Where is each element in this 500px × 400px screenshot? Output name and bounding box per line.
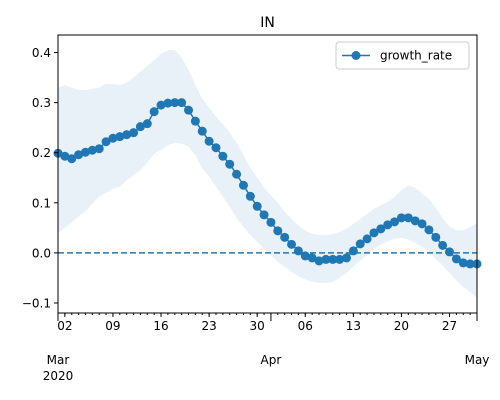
y-tick-label: −0.1 [22, 296, 51, 310]
data-point [314, 256, 324, 266]
x-month-tick-label: Mar [47, 353, 70, 367]
data-point [410, 216, 420, 226]
x-month-tick-label: Apr [261, 353, 282, 367]
data-point [115, 132, 125, 142]
data-point [259, 210, 269, 220]
x-week-tick-label: 06 [298, 319, 313, 333]
data-point [190, 116, 200, 126]
y-tick-label: 0.4 [32, 46, 51, 60]
growth-rate-markers [53, 98, 482, 269]
data-point [122, 130, 132, 140]
x-week-tick-label: 23 [201, 319, 216, 333]
data-point [355, 239, 365, 249]
y-tick-label: 0.0 [32, 246, 51, 260]
x-month-tick-label: 2020 [43, 369, 74, 383]
x-week-tick-label: 16 [153, 319, 168, 333]
data-point [445, 247, 455, 257]
data-point [245, 191, 255, 201]
data-point [232, 169, 242, 179]
data-point [156, 100, 166, 110]
legend-marker-swatch [351, 51, 361, 60]
data-point [163, 98, 173, 108]
x-month-tick-label: May [465, 353, 490, 367]
data-point [417, 219, 427, 229]
data-point [390, 217, 400, 227]
chart-title: IN [260, 15, 275, 31]
data-point [170, 98, 180, 108]
data-point [87, 145, 97, 155]
data-point [252, 201, 262, 211]
data-point [362, 234, 372, 244]
data-point [74, 150, 84, 160]
data-point [177, 98, 187, 108]
legend: growth_rate [335, 41, 470, 70]
plot-area [53, 50, 482, 298]
data-point [403, 213, 413, 223]
data-point [431, 232, 441, 242]
x-week-tick-label: 27 [442, 319, 457, 333]
data-point [287, 239, 297, 249]
data-point [383, 220, 393, 230]
data-point [273, 226, 283, 236]
data-point [376, 224, 386, 234]
plot-frame [57, 34, 478, 314]
x-axis: 02 09 16 23 30 06 13 20 27 Mar 2020 Apr May [43, 313, 490, 383]
x-week-tick-label: 09 [105, 319, 120, 333]
data-point [300, 251, 310, 261]
data-point [108, 133, 118, 143]
data-point [197, 126, 207, 136]
data-point [307, 253, 317, 263]
data-point [396, 213, 406, 223]
y-axis: −0.1 0.0 0.1 0.2 0.3 0.4 [22, 46, 58, 310]
legend-box [335, 41, 470, 70]
x-week-tick-label: 02 [57, 319, 72, 333]
data-point [142, 119, 152, 129]
data-point [149, 107, 159, 117]
data-point [225, 159, 235, 169]
data-point [328, 254, 338, 264]
legend-label-growth-rate: growth_rate [380, 49, 452, 63]
data-point [451, 254, 461, 264]
data-point [94, 144, 104, 154]
data-point [348, 246, 358, 256]
data-point [80, 147, 90, 157]
data-point [211, 143, 221, 153]
data-point [67, 154, 77, 164]
data-point [184, 105, 194, 115]
x-week-tick-label: 13 [346, 319, 361, 333]
data-point [465, 259, 475, 269]
y-tick-label: 0.2 [32, 146, 51, 160]
y-tick-label: 0.1 [32, 196, 51, 210]
data-point [101, 137, 111, 147]
data-point [369, 228, 379, 238]
data-point [438, 240, 448, 250]
data-point [458, 258, 468, 268]
data-point [293, 246, 303, 256]
data-point [424, 225, 434, 235]
data-point [238, 180, 248, 190]
data-point [60, 151, 70, 161]
y-tick-label: 0.3 [32, 96, 51, 110]
data-point [218, 151, 228, 161]
x-week-tick-label: 30 [250, 319, 265, 333]
data-point [280, 232, 290, 242]
data-point [335, 254, 345, 264]
data-point [266, 217, 276, 227]
data-point [204, 136, 214, 146]
data-point [129, 128, 139, 138]
data-point [135, 122, 145, 132]
x-week-tick-label: 20 [394, 319, 409, 333]
data-point [341, 253, 351, 263]
data-point [321, 254, 331, 264]
